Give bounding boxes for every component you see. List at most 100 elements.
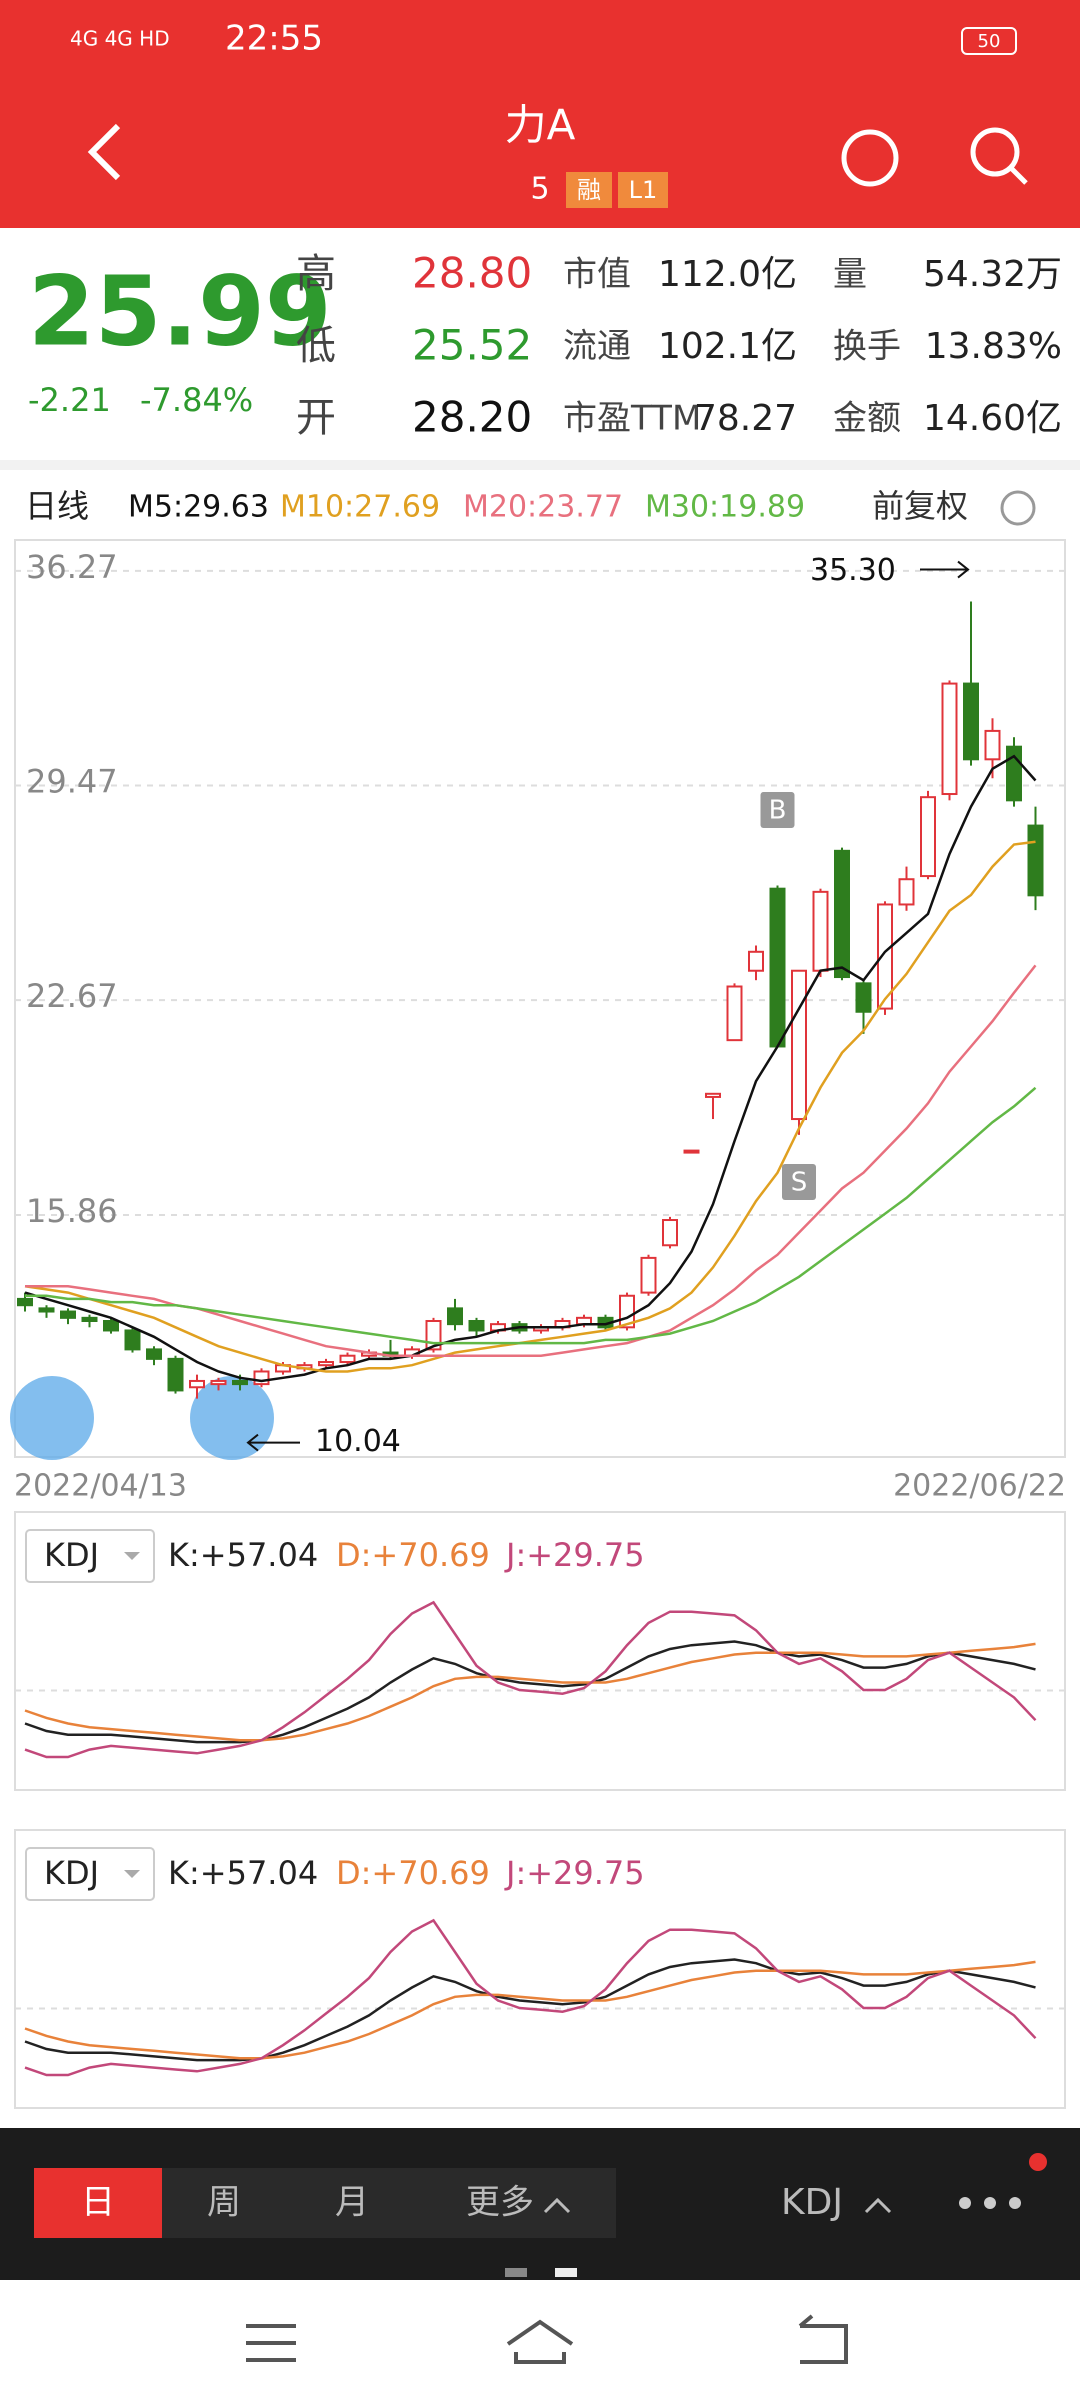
indicator-name: KDJ xyxy=(44,1854,99,1892)
tab-selected xyxy=(34,2168,162,2238)
y-tick-label: 36.27 xyxy=(26,548,118,586)
tab[interactable]: 更多 xyxy=(466,2183,534,2223)
stat-value: 25.52 xyxy=(412,321,532,370)
stat-label: 换手 xyxy=(833,327,901,367)
y-tick-label: 22.67 xyxy=(26,977,118,1015)
candle-body xyxy=(468,1319,485,1332)
buy-marker: B xyxy=(769,796,787,826)
candle-body xyxy=(662,1219,678,1247)
nav-bar xyxy=(246,2314,848,2364)
tag: L1 xyxy=(629,176,658,204)
sell-marker-bg xyxy=(782,1164,816,1200)
nav-menu[interactable] xyxy=(246,2324,296,2362)
dot xyxy=(984,2197,996,2209)
tag-bg xyxy=(566,172,612,208)
sell-marker: S xyxy=(791,1168,808,1198)
settings[interactable] xyxy=(1000,490,1036,526)
candle-body xyxy=(834,849,850,979)
candle-body xyxy=(769,887,786,1048)
tag-bg xyxy=(618,172,668,208)
search-button[interactable] xyxy=(970,127,1020,177)
ma-line xyxy=(25,964,1037,1357)
arrow xyxy=(246,1433,300,1452)
stat-value: 28.20 xyxy=(412,393,532,442)
stat-label: 市值 xyxy=(563,255,631,295)
candle-body xyxy=(81,1316,98,1322)
kdj-line xyxy=(24,1600,1037,1759)
kdj-line xyxy=(24,1918,1037,2077)
stock-code: 5 xyxy=(530,172,549,207)
tag: 融 xyxy=(577,176,601,204)
candle-body xyxy=(920,796,936,878)
float-button[interactable] xyxy=(10,1376,94,1460)
tab[interactable]: 月 xyxy=(335,2183,369,2223)
candle-body xyxy=(726,985,743,1042)
indicator-select[interactable] xyxy=(25,1529,155,1583)
stat-value: 102.1亿 xyxy=(658,326,797,367)
kdj-line xyxy=(24,1642,1036,1742)
tab[interactable]: 日 xyxy=(81,2183,115,2223)
candle-body xyxy=(791,969,807,1121)
candle-body xyxy=(683,1149,700,1154)
high-annotation: 35.30 xyxy=(810,553,896,588)
candle-body xyxy=(812,890,829,972)
change: -2.21 xyxy=(28,381,111,419)
nav-back[interactable] xyxy=(798,2314,848,2364)
candle-body xyxy=(855,982,872,1013)
tab[interactable]: 周 xyxy=(207,2183,241,2223)
nav-home[interactable] xyxy=(506,2319,574,2364)
signal: 4G 4G HD xyxy=(70,27,170,51)
dot xyxy=(959,2197,971,2209)
date-label: 2022/06/22 xyxy=(893,1469,1066,1504)
candle-body xyxy=(984,729,1001,761)
kdj-legend: K:+57.04 xyxy=(168,1854,318,1892)
kdj-line xyxy=(24,1960,1036,2060)
battery-icon xyxy=(961,27,1017,55)
buy-marker-bg xyxy=(760,792,795,828)
header-bg xyxy=(0,0,1080,228)
candle-body xyxy=(1027,824,1044,897)
back-button[interactable] xyxy=(87,123,121,181)
dropdown xyxy=(124,1870,140,1878)
candle-body xyxy=(103,1319,119,1332)
candle-body xyxy=(146,1348,162,1360)
tab-bar xyxy=(162,2168,616,2238)
candle-body xyxy=(748,950,764,972)
float-button[interactable] xyxy=(190,1376,274,1460)
stat-label: 金额 xyxy=(833,399,901,439)
kdj-legend: D:+70.69 xyxy=(336,1854,490,1892)
kdj-legend: D:+70.69 xyxy=(336,1536,490,1574)
adjust[interactable]: 前复权 xyxy=(872,487,968,525)
kdj-frame xyxy=(14,1511,1066,1791)
kdj-line xyxy=(24,1958,1036,2062)
stat-value: 28.80 xyxy=(412,249,532,298)
chevron xyxy=(543,2197,571,2214)
chevron xyxy=(864,2197,892,2214)
y-tick-label: 29.47 xyxy=(26,763,118,801)
dropdown xyxy=(124,1552,140,1560)
robot-button[interactable] xyxy=(841,129,899,187)
clock: 22:55 xyxy=(225,19,323,59)
kdj-legend: J:+29.75 xyxy=(504,1536,645,1574)
search-handle xyxy=(1009,166,1028,185)
candle-body xyxy=(38,1307,55,1313)
ma-line xyxy=(24,754,1037,1383)
ma-line xyxy=(25,1086,1037,1345)
indicator-tab[interactable]: KDJ xyxy=(781,2182,843,2223)
change-pct: -7.84% xyxy=(140,381,253,419)
indicator-select[interactable] xyxy=(25,1847,155,1901)
stat-label: 高 xyxy=(296,251,336,297)
candle-body xyxy=(17,1297,33,1307)
stat-label: 低 xyxy=(296,323,336,369)
page-dot xyxy=(555,2268,577,2277)
dot xyxy=(1009,2197,1021,2209)
ma-legend: M5:29.63 xyxy=(128,490,269,525)
stat-value: 13.83% xyxy=(925,326,1062,367)
stat-value: 54.32万 xyxy=(923,254,1062,295)
candle-body xyxy=(705,1092,721,1098)
date-label: 2022/04/13 xyxy=(14,1469,187,1504)
divider xyxy=(0,460,1080,470)
stat-value: 78.27 xyxy=(694,398,797,439)
arrow xyxy=(920,560,970,579)
